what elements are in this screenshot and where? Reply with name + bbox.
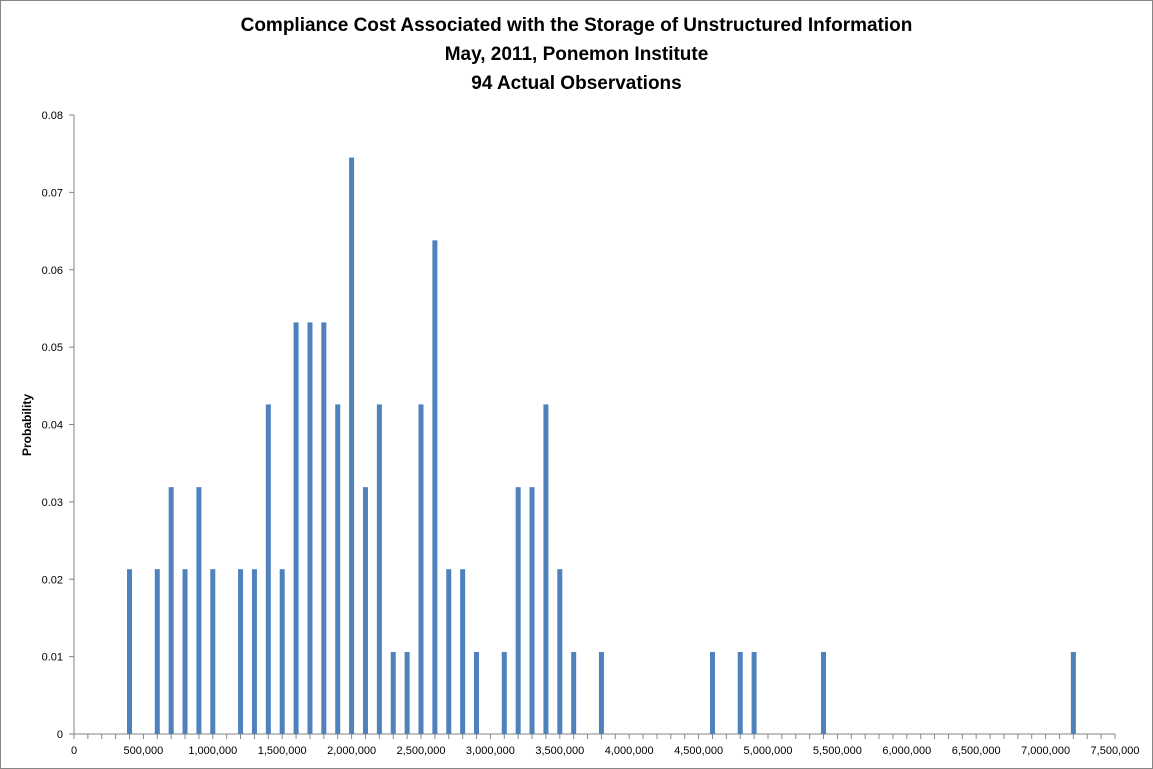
- x-tick-label: 2,000,000: [327, 745, 376, 757]
- x-tick-label: 500,000: [124, 745, 164, 757]
- chart-subtitle-observations: 94 Actual Observations: [471, 73, 682, 94]
- histogram-bar: [709, 651, 715, 734]
- y-tick-label: 0.01: [42, 652, 63, 664]
- histogram-bar: [1070, 651, 1076, 734]
- histogram-bar: [598, 651, 604, 734]
- x-tick-label: 1,000,000: [188, 745, 237, 757]
- x-tick-label: 4,000,000: [605, 745, 654, 757]
- histogram-bar: [210, 569, 216, 734]
- histogram-bar: [362, 487, 368, 734]
- histogram-bar: [279, 569, 285, 734]
- x-tick-label: 7,500,000: [1091, 745, 1140, 757]
- histogram-bar: [515, 487, 521, 734]
- histogram-bar: [182, 569, 188, 734]
- histogram-bar: [307, 322, 313, 734]
- histogram-bar: [501, 651, 507, 734]
- y-tick-label: 0.08: [42, 110, 63, 122]
- histogram-bar: [474, 651, 480, 734]
- chart-title: Compliance Cost Associated with the Stor…: [240, 15, 913, 36]
- x-tick-label: 7,000,000: [1021, 745, 1070, 757]
- x-tick-label: 0: [71, 745, 77, 757]
- x-tick-label: 6,000,000: [882, 745, 931, 757]
- histogram-bar: [751, 651, 757, 734]
- histogram-bar: [571, 651, 577, 734]
- histogram-bar: [557, 569, 563, 734]
- x-tick-label: 4,500,000: [674, 745, 723, 757]
- histogram-bar: [543, 404, 549, 734]
- x-tick-label: 2,500,000: [397, 745, 446, 757]
- histogram-bar: [238, 569, 244, 734]
- histogram-bar: [251, 569, 257, 734]
- histogram-bar: [390, 651, 396, 734]
- histogram-bar: [432, 240, 438, 734]
- y-tick-label: 0.05: [42, 342, 63, 354]
- histogram-bar: [293, 322, 299, 734]
- y-tick-label: 0.07: [42, 187, 63, 199]
- y-tick-label: 0.06: [42, 265, 63, 277]
- x-tick-label: 3,500,000: [535, 745, 584, 757]
- histogram-bar: [446, 569, 452, 734]
- y-axis-label: Probability: [20, 394, 34, 456]
- histogram-bar: [529, 487, 535, 734]
- histogram-bar: [349, 157, 355, 734]
- x-tick-label: 5,500,000: [813, 745, 862, 757]
- plot-area: 0 0.01 0.02 0.03 0.04 0.05 0.06 0.07 0.08 0 500,00…: [42, 110, 1140, 757]
- y-tick-label: 0.02: [42, 574, 63, 586]
- y-tick-label: 0: [57, 729, 63, 741]
- histogram-bar: [196, 487, 202, 734]
- y-tick-label: 0.03: [42, 497, 63, 509]
- histogram-bar: [154, 569, 160, 734]
- x-tick-label: 1,500,000: [258, 745, 307, 757]
- histogram-bar: [321, 322, 327, 734]
- histogram-bar: [418, 404, 424, 734]
- x-tick-label: 6,500,000: [952, 745, 1001, 757]
- histogram-bar: [737, 651, 743, 734]
- x-tick-label: 5,000,000: [744, 745, 793, 757]
- x-tick-label: 3,000,000: [466, 745, 515, 757]
- histogram-bar: [335, 404, 341, 734]
- y-tick-label: 0.04: [42, 420, 63, 432]
- histogram-bar: [404, 651, 410, 734]
- histogram-bar: [168, 487, 174, 734]
- histogram-bar: [127, 569, 133, 734]
- histogram-bar: [376, 404, 382, 734]
- histogram-bar: [265, 404, 271, 734]
- histogram-bar: [821, 651, 827, 734]
- histogram-bar: [460, 569, 466, 734]
- chart-subtitle-source: May, 2011, Ponemon Institute: [444, 44, 709, 65]
